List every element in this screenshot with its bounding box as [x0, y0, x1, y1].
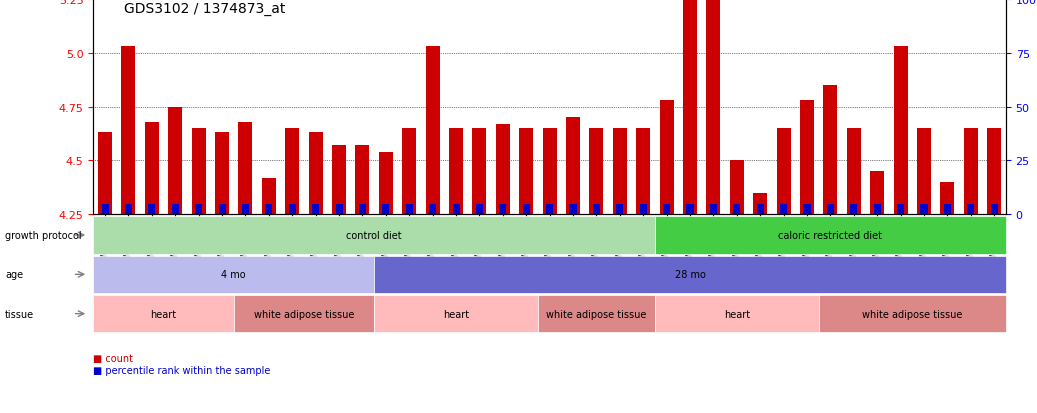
Bar — [897, 204, 904, 215]
Bar — [239, 122, 252, 215]
Text: caloric restricted diet: caloric restricted diet — [779, 230, 882, 240]
Text: white adipose tissue: white adipose tissue — [862, 309, 962, 319]
Bar — [288, 204, 296, 215]
Bar — [215, 133, 229, 215]
Bar — [780, 204, 787, 215]
Bar — [569, 204, 577, 215]
Bar — [449, 129, 464, 215]
Text: ■ count: ■ count — [93, 353, 134, 363]
Bar — [405, 204, 413, 215]
Bar — [359, 204, 366, 215]
Bar — [473, 129, 486, 215]
Bar — [847, 129, 861, 215]
Bar — [383, 204, 389, 215]
Bar — [402, 129, 416, 215]
Bar — [730, 161, 744, 215]
Bar — [148, 204, 156, 215]
Bar — [640, 204, 647, 215]
Bar — [777, 129, 790, 215]
Bar — [663, 204, 670, 215]
Bar — [219, 204, 225, 215]
Bar — [683, 0, 697, 215]
Bar — [660, 101, 674, 215]
Text: 28 mo: 28 mo — [674, 270, 705, 280]
Bar — [285, 129, 300, 215]
Bar — [172, 204, 178, 215]
Text: heart: heart — [443, 309, 469, 319]
Text: white adipose tissue: white adipose tissue — [254, 309, 354, 319]
Bar — [874, 204, 880, 215]
Bar — [312, 204, 319, 215]
Bar — [804, 204, 811, 215]
Bar — [265, 204, 273, 215]
Bar — [757, 204, 763, 215]
Bar — [800, 101, 814, 215]
Bar — [963, 129, 978, 215]
Bar — [753, 193, 767, 215]
Bar — [332, 146, 346, 215]
Bar — [429, 204, 437, 215]
Bar — [452, 204, 459, 215]
Bar — [968, 204, 975, 215]
Bar — [710, 204, 717, 215]
Bar — [870, 172, 885, 215]
Bar — [850, 204, 858, 215]
Bar — [145, 122, 159, 215]
Bar — [124, 204, 132, 215]
Bar — [261, 178, 276, 215]
Bar — [523, 204, 530, 215]
Bar — [121, 47, 136, 215]
Bar — [593, 204, 600, 215]
Bar — [242, 204, 249, 215]
Bar — [336, 204, 342, 215]
Bar — [613, 129, 626, 215]
Bar — [589, 129, 604, 215]
Bar — [195, 204, 202, 215]
Bar — [356, 146, 369, 215]
Bar — [823, 86, 838, 215]
Text: ■ percentile rank within the sample: ■ percentile rank within the sample — [93, 366, 271, 375]
Text: heart: heart — [150, 309, 176, 319]
Bar — [309, 133, 323, 215]
Bar — [987, 129, 1001, 215]
Bar — [566, 118, 580, 215]
Bar — [476, 204, 483, 215]
Bar — [192, 129, 205, 215]
Text: GDS3102 / 1374873_at: GDS3102 / 1374873_at — [124, 2, 286, 16]
Text: growth protocol: growth protocol — [5, 230, 82, 240]
Bar — [168, 107, 183, 215]
Bar — [944, 204, 951, 215]
Bar — [379, 152, 393, 215]
Bar — [826, 204, 834, 215]
Bar — [894, 47, 907, 215]
Text: age: age — [5, 270, 23, 280]
Bar — [520, 129, 533, 215]
Bar — [99, 133, 112, 215]
Bar — [733, 204, 740, 215]
Bar — [706, 0, 721, 215]
Bar — [941, 183, 954, 215]
Bar — [616, 204, 623, 215]
Text: white adipose tissue: white adipose tissue — [546, 309, 647, 319]
Text: control diet: control diet — [346, 230, 402, 240]
Bar — [686, 204, 694, 215]
Bar — [425, 47, 440, 215]
Bar — [499, 204, 506, 215]
Bar — [990, 204, 998, 215]
Text: heart: heart — [724, 309, 750, 319]
Bar — [496, 125, 510, 215]
Bar — [546, 204, 553, 215]
Bar — [921, 204, 927, 215]
Text: 4 mo: 4 mo — [222, 270, 246, 280]
Bar — [102, 204, 109, 215]
Bar — [917, 129, 931, 215]
Bar — [542, 129, 557, 215]
Bar — [636, 129, 650, 215]
Text: tissue: tissue — [5, 309, 34, 319]
